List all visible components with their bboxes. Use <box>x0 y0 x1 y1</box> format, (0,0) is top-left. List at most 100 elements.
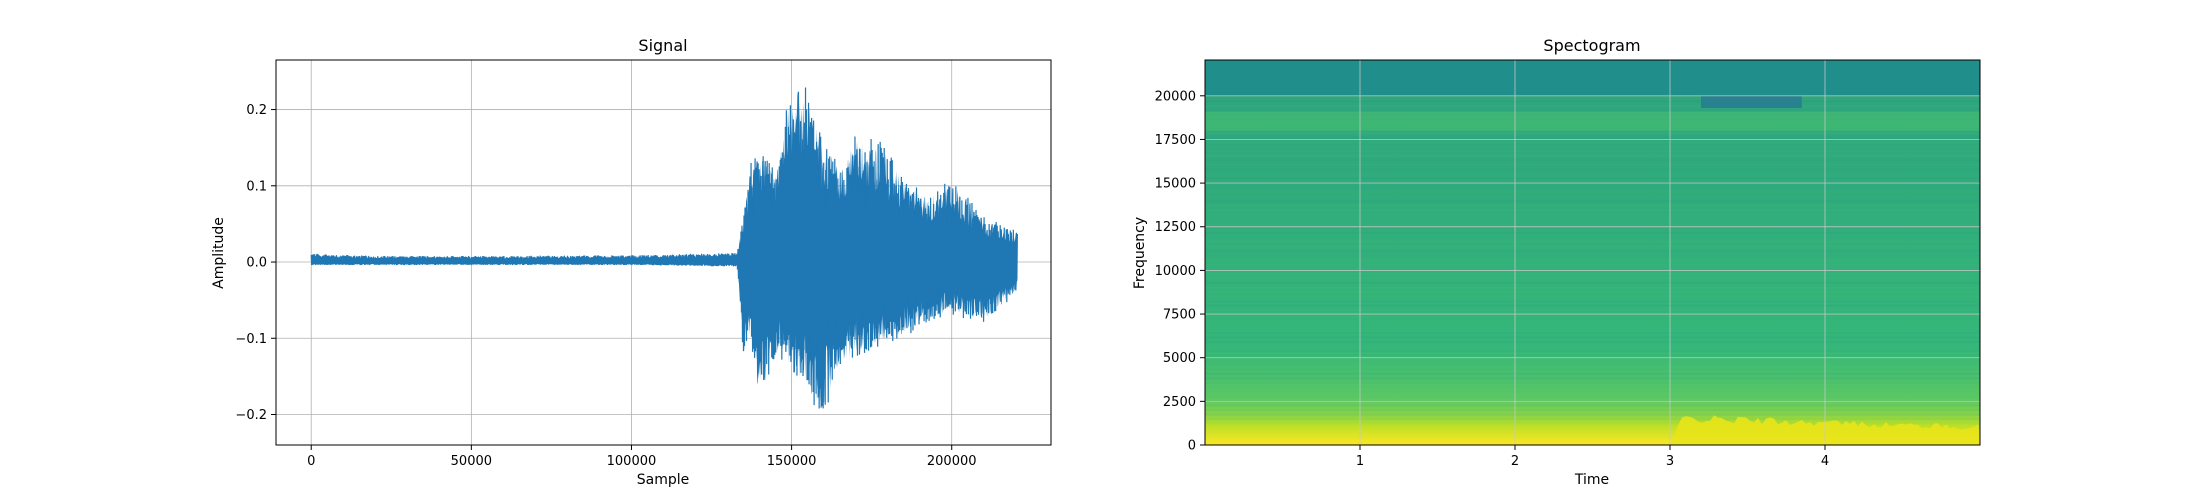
signal-title: Signal <box>638 36 687 55</box>
spectrogram-stripe <box>1205 177 1980 180</box>
spectrogram-stripe <box>1205 204 1980 207</box>
signal-y-tick-label: −0.2 <box>235 408 267 423</box>
spectrogram-y-tick-label: 20000 <box>1155 89 1196 104</box>
spectrogram-stripe <box>1205 100 1980 103</box>
signal-y-tick-label: 0.1 <box>246 179 267 194</box>
spectrogram-stripe <box>1205 268 1980 271</box>
spectrogram-stripe <box>1205 150 1980 153</box>
spectrogram-stripe <box>1205 309 1980 312</box>
spectrogram-stripe <box>1205 132 1980 135</box>
signal-x-tick-label: 200000 <box>927 454 977 469</box>
spectrogram-stripe <box>1205 300 1980 303</box>
spectrogram-stripe <box>1205 259 1980 262</box>
spectrogram-stripe <box>1205 186 1980 189</box>
spectrogram-x-tick-label: 3 <box>1666 454 1674 469</box>
spectrogram-stripe <box>1205 377 1980 380</box>
spectrogram-y-tick-label: 17500 <box>1155 133 1196 148</box>
spectrogram-stripe <box>1205 227 1980 230</box>
spectrogram-stripe <box>1205 318 1980 321</box>
spectrogram-stripe <box>1205 327 1980 330</box>
spectrogram-y-tick-label: 10000 <box>1155 264 1196 279</box>
spectrogram-upper-notch <box>1701 95 1802 109</box>
spectrogram-stripe <box>1205 354 1980 357</box>
spectrogram-stripe <box>1205 209 1980 212</box>
spectrogram-stripe <box>1205 245 1980 248</box>
spectrogram-stripe <box>1205 172 1980 175</box>
spectrogram-y-tick-label: 0 <box>1188 439 1196 454</box>
spectrogram-x-ticks: 1 2 3 4 <box>1356 445 1829 469</box>
signal-x-tick-label: 150000 <box>767 454 817 469</box>
spectrogram-x-tick-label: 1 <box>1356 454 1364 469</box>
spectrogram-stripe <box>1205 163 1980 166</box>
spectrogram-y-axis-label: Frequency <box>1132 217 1148 289</box>
spectrogram-stripe <box>1205 241 1980 244</box>
spectrogram-stripe <box>1205 104 1980 107</box>
spectrogram-stripe <box>1205 286 1980 289</box>
signal-plot-frame <box>275 59 1052 446</box>
spectrogram-x-tick-label: 2 <box>1511 454 1519 469</box>
spectrogram-stripe <box>1205 386 1980 389</box>
spectrogram-stripe <box>1205 395 1980 398</box>
signal-x-tick-label: 100000 <box>607 454 657 469</box>
signal-y-ticks: −0.2 −0.1 0.0 0.1 0.2 <box>235 103 276 423</box>
spectrogram-image <box>1205 60 1980 445</box>
spectrogram-stripe <box>1205 281 1980 284</box>
signal-y-tick-label: 0.0 <box>246 256 267 271</box>
signal-x-tick-label: 50000 <box>451 454 492 469</box>
signal-waveform-line <box>310 87 1018 409</box>
signal-panel: Signal 0 50000 100000 150000 200000 −0.2 −0.1… <box>211 36 1052 488</box>
spectrogram-stripe <box>1205 250 1980 253</box>
spectrogram-stripe <box>1205 390 1980 393</box>
spectrogram-stripe <box>1205 272 1980 275</box>
spectrogram-stripe <box>1205 304 1980 307</box>
spectrogram-y-tick-label: 7500 <box>1163 308 1196 323</box>
signal-x-tick-label: 0 <box>307 454 315 469</box>
spectrogram-y-tick-label: 15000 <box>1155 177 1196 192</box>
spectrogram-x-tick-label: 4 <box>1821 454 1829 469</box>
spectrogram-panel: Spectogram 1 2 3 4 0 2500 5000 7500 10000 12500 1… <box>1132 36 1981 488</box>
spectrogram-stripe <box>1205 381 1980 384</box>
spectrogram-y-ticks: 0 2500 5000 7500 10000 12500 15000 17500 20000 <box>1155 89 1205 454</box>
spectrogram-stripe <box>1205 350 1980 353</box>
spectrogram-stripe <box>1205 372 1980 375</box>
spectrogram-stripe <box>1205 145 1980 148</box>
spectrogram-stripe <box>1205 200 1980 203</box>
signal-y-tick-label: 0.2 <box>246 103 267 118</box>
spectrogram-grid <box>1205 60 1980 446</box>
spectrogram-title: Spectogram <box>1543 36 1640 55</box>
spectrogram-stripe <box>1205 109 1980 112</box>
spectrogram-stripe <box>1205 368 1980 371</box>
spectrogram-stripe <box>1205 254 1980 257</box>
spectrogram-stripe <box>1205 218 1980 221</box>
spectrogram-stripe <box>1205 277 1980 280</box>
spectrogram-stripe <box>1205 141 1980 144</box>
spectrogram-stripe <box>1205 191 1980 194</box>
spectrogram-upper-bright-band <box>1205 111 1980 131</box>
spectrogram-stripe <box>1205 154 1980 157</box>
spectrogram-stripe <box>1205 313 1980 316</box>
spectrogram-stripe <box>1205 213 1980 216</box>
spectrogram-stripe <box>1205 336 1980 339</box>
spectrogram-stripe <box>1205 222 1980 225</box>
signal-x-ticks: 0 50000 100000 150000 200000 <box>307 445 977 469</box>
spectrogram-y-tick-label: 2500 <box>1163 395 1196 410</box>
signal-y-axis-label: Amplitude <box>211 217 227 289</box>
spectrogram-stripe <box>1205 363 1980 366</box>
spectrogram-plot-frame <box>1204 59 1981 446</box>
spectrogram-y-tick-label: 5000 <box>1163 351 1196 366</box>
spectrogram-stripe <box>1205 168 1980 171</box>
spectrogram-stripe <box>1205 136 1980 139</box>
spectrogram-stripe <box>1205 404 1980 407</box>
spectrogram-stripe <box>1205 322 1980 325</box>
spectrogram-stripe <box>1205 359 1980 362</box>
spectrogram-x-axis-label: Time <box>1574 472 1609 488</box>
spectrogram-stripe <box>1205 345 1980 348</box>
spectrogram-stripe <box>1205 295 1980 298</box>
spectrogram-stripe <box>1205 340 1980 343</box>
spectrogram-stripe <box>1205 236 1980 239</box>
spectrogram-y-tick-label: 12500 <box>1155 220 1196 235</box>
spectrogram-stripe <box>1205 195 1980 198</box>
spectrogram-stripe <box>1205 159 1980 162</box>
spectrogram-stripe <box>1205 231 1980 234</box>
signal-x-axis-label: Sample <box>637 472 690 488</box>
